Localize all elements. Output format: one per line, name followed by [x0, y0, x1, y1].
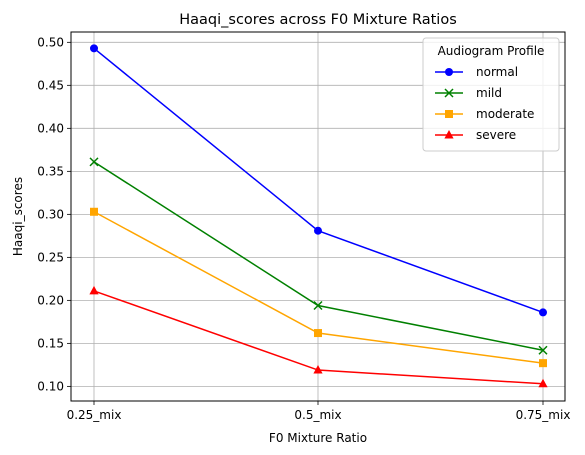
- legend-title: Audiogram Profile: [438, 44, 545, 58]
- legend-marker: [445, 68, 453, 76]
- series-normal: [90, 44, 547, 317]
- y-tick-label: 0.35: [37, 164, 64, 178]
- x-axis-ticks: 0.25_mix 0.5_mix 0.75_mix: [67, 401, 571, 422]
- x-marker-stroke: [538, 345, 548, 355]
- y-tick-label: 0.20: [37, 293, 64, 307]
- y-tick-label: 0.50: [37, 35, 64, 49]
- series-moderate: [90, 207, 547, 368]
- legend-label: mild: [476, 86, 502, 100]
- legend-label: severe: [476, 128, 516, 142]
- x-marker-stroke: [313, 300, 323, 311]
- y-tick-label: 0.25: [37, 250, 64, 264]
- legend-marker: [444, 88, 454, 98]
- legend-item-normal: normal: [435, 65, 518, 79]
- chart-title: Haaqi_scores across F0 Mixture Ratios: [179, 12, 457, 28]
- y-tick-label: 0.40: [37, 121, 64, 135]
- data-point-normal: [539, 308, 547, 317]
- y-tick-label: 0.45: [37, 78, 64, 92]
- x-marker-stroke: [89, 157, 99, 167]
- series-severe: [89, 285, 548, 388]
- x-marker-stroke: [444, 88, 454, 98]
- x-tick-label: 0.75_mix: [516, 408, 571, 422]
- legend-item-severe: severe: [435, 128, 516, 142]
- grid-lines: [71, 32, 565, 401]
- x-axis-label: F0 Mixture Ratio: [269, 431, 367, 445]
- y-tick-label: 0.10: [37, 379, 64, 393]
- data-point-mild: [538, 345, 548, 355]
- data-point-normal: [314, 226, 322, 235]
- y-axis-ticks: 0.10 0.15 0.20 0.25 0.30 0.35 0.40 0.45 0.50: [37, 35, 71, 393]
- data-point-mild: [89, 157, 99, 167]
- legend-marker: [445, 110, 453, 118]
- y-axis-label: Haaqi_scores: [11, 177, 25, 256]
- y-tick-label: 0.15: [37, 336, 64, 350]
- data-point-normal: [90, 44, 98, 53]
- series-group: [89, 44, 548, 388]
- data-point-severe: [538, 378, 548, 388]
- series-mild: [89, 157, 548, 355]
- legend-label: moderate: [476, 107, 534, 121]
- legend-item-mild: mild: [435, 86, 502, 100]
- legend-items: normal mild moderate severe: [435, 65, 534, 142]
- y-tick-label: 0.30: [37, 207, 64, 221]
- data-point-severe: [89, 285, 99, 295]
- data-point-mild: [313, 300, 323, 311]
- x-tick-label: 0.5_mix: [294, 408, 341, 422]
- x-tick-label: 0.25_mix: [67, 408, 122, 422]
- data-point-moderate: [314, 329, 322, 338]
- data-point-moderate: [539, 359, 547, 368]
- legend-item-moderate: moderate: [435, 107, 534, 121]
- data-point-moderate: [90, 207, 98, 216]
- legend: Audiogram Profile normal mild moderate seve…: [422, 37, 560, 152]
- legend-marker: [444, 130, 454, 139]
- data-point-severe: [313, 365, 323, 374]
- legend-label: normal: [476, 65, 518, 79]
- legend-frame: [422, 37, 560, 152]
